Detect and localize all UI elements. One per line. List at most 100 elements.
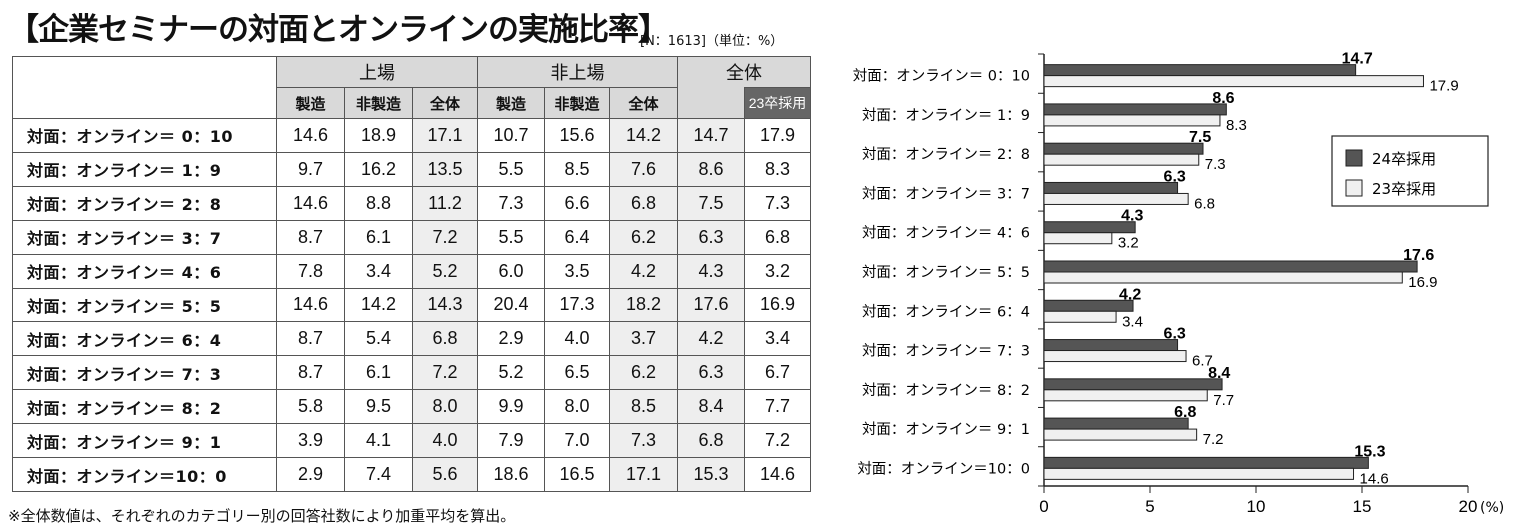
x-tick-label: 5 <box>1145 497 1154 516</box>
x-tick-label: 10 <box>1247 497 1266 516</box>
data-label: 4.2 <box>1119 286 1141 303</box>
table-cell: 4.1 <box>344 423 413 459</box>
table-cell: 8.5 <box>544 151 611 187</box>
table-cell: 6.3 <box>677 219 746 255</box>
sub-header-blank <box>677 87 746 119</box>
table-cell: 7.2 <box>411 355 479 391</box>
data-label: 14.7 <box>1342 51 1373 68</box>
data-label: 8.4 <box>1208 365 1230 382</box>
legend-label: 24卒採用 <box>1372 150 1436 168</box>
bar <box>1043 75 1424 88</box>
table-cell: 8.3 <box>744 151 812 187</box>
table-cell: 17.6 <box>677 287 746 323</box>
table-cell: 17.3 <box>544 287 611 323</box>
row-label: 対面：オンライン＝ 9：1 <box>12 423 277 459</box>
data-label: 6.8 <box>1174 404 1196 421</box>
bar <box>1043 192 1189 205</box>
data-label: 6.7 <box>1192 353 1213 370</box>
group-header-unlisted: 非上場 <box>477 56 679 88</box>
category-label: 対面：オンライン＝10：0 <box>857 460 1030 477</box>
table-cell: 3.2 <box>744 253 812 289</box>
table-cell: 7.3 <box>609 423 679 459</box>
table-cell: 8.6 <box>677 151 746 187</box>
table-row: 対面：オンライン＝10：0 2.9 7.4 5.6 18.6 16.5 17.1 15.3 14… <box>12 457 812 492</box>
table-cell: 7.2 <box>744 423 812 459</box>
table-cell: 6.3 <box>677 355 746 391</box>
corner-header <box>12 56 277 119</box>
table-cell: 14.2 <box>344 287 413 323</box>
table-cell: 5.6 <box>411 457 479 492</box>
sub-header: 製造 <box>276 87 345 119</box>
legend-swatch <box>1345 149 1363 167</box>
bar <box>1043 417 1189 430</box>
table-cell: 18.9 <box>344 118 413 153</box>
table-cell: 14.3 <box>411 287 479 323</box>
bar <box>1043 271 1403 284</box>
data-label: 7.7 <box>1213 392 1234 409</box>
data-label: 8.6 <box>1212 90 1234 107</box>
category-label: 対面：オンライン＝ 0：10 <box>853 68 1030 85</box>
bar <box>1043 260 1418 273</box>
table-cell: 3.9 <box>276 423 345 459</box>
bar <box>1043 350 1187 363</box>
table-cell: 10.7 <box>477 118 546 153</box>
category-label: 対面：オンライン＝ 5：5 <box>862 264 1030 281</box>
table-cell: 7.9 <box>477 423 546 459</box>
table-cell: 6.8 <box>744 219 812 255</box>
data-label: 3.2 <box>1118 235 1139 252</box>
row-label: 対面：オンライン＝ 4：6 <box>12 253 277 289</box>
table-cell: 8.4 <box>677 389 746 425</box>
table-row: 対面：オンライン＝ 2：8 14.6 8.8 11.2 7.3 6.6 6.8 7.5 7.3 <box>12 185 812 221</box>
bar <box>1043 103 1227 116</box>
table-cell: 8.7 <box>276 219 345 255</box>
table-cell: 5.2 <box>477 355 546 391</box>
table-cell: 9.5 <box>344 389 413 425</box>
table-cell: 5.4 <box>344 321 413 357</box>
data-label: 6.3 <box>1164 168 1186 185</box>
sub-header: 製造 <box>477 87 546 119</box>
table-cell: 13.5 <box>411 151 479 187</box>
table-cell: 7.3 <box>744 185 812 221</box>
table-cell: 3.7 <box>609 321 679 357</box>
table-cell: 6.6 <box>544 185 611 221</box>
table-cell: 4.0 <box>544 321 611 357</box>
table-cell: 8.8 <box>344 185 413 221</box>
table-cell: 6.2 <box>609 219 679 255</box>
data-label: 7.2 <box>1203 431 1224 448</box>
table-cell: 8.7 <box>276 355 345 391</box>
sub-header: 全体 <box>411 87 479 119</box>
category-label: 対面：オンライン＝ 9：1 <box>862 421 1030 438</box>
bar <box>1043 467 1355 480</box>
table-cell: 8.7 <box>276 321 345 357</box>
x-tick-label: 0 <box>1039 497 1048 516</box>
table-cell: 4.2 <box>677 321 746 357</box>
table-cell: 2.9 <box>276 457 345 492</box>
table-cell: 7.8 <box>276 253 345 289</box>
page-title: 【企業セミナーの対面とオンラインの実施比率】 <box>8 12 669 48</box>
legend-swatch <box>1345 179 1363 197</box>
row-label: 対面：オンライン＝10：0 <box>12 457 277 492</box>
table-cell: 7.5 <box>677 185 746 221</box>
table-cell: 5.5 <box>477 151 546 187</box>
table-cell: 5.8 <box>276 389 345 425</box>
table-cell: 7.6 <box>609 151 679 187</box>
table-cell: 4.2 <box>609 253 679 289</box>
table-cell: 2.9 <box>477 321 546 357</box>
bar-chart: 0 5 10 15 20 (%) 対面：オンライン＝ 0：10 14.7 17.9 対面：オンライ… <box>853 51 1505 516</box>
table-cell: 16.2 <box>344 151 413 187</box>
row-label: 対面：オンライン＝ 1：9 <box>12 151 277 187</box>
data-label: 15.3 <box>1354 443 1385 460</box>
table-cell: 16.5 <box>544 457 611 492</box>
table-cell: 7.0 <box>544 423 611 459</box>
x-tick-label: 20 <box>1459 497 1478 516</box>
category-label: 対面：オンライン＝ 8：2 <box>862 382 1030 399</box>
data-label: 16.9 <box>1408 274 1437 291</box>
bar <box>1043 339 1179 352</box>
sample-note: [N：1613]（単位：%） <box>640 34 784 49</box>
table-row: 対面：オンライン＝ 7：3 8.7 6.1 7.2 5.2 6.5 6.2 6.3 6.7 <box>12 355 812 391</box>
data-label: 8.3 <box>1226 117 1247 134</box>
table-cell: 6.4 <box>544 219 611 255</box>
table-row: 対面：オンライン＝ 1：9 9.7 16.2 13.5 5.5 8.5 7.6 8.6 8.3 <box>12 151 812 187</box>
category-label: 対面：オンライン＝ 6：4 <box>862 303 1030 320</box>
table-cell: 14.6 <box>276 185 345 221</box>
